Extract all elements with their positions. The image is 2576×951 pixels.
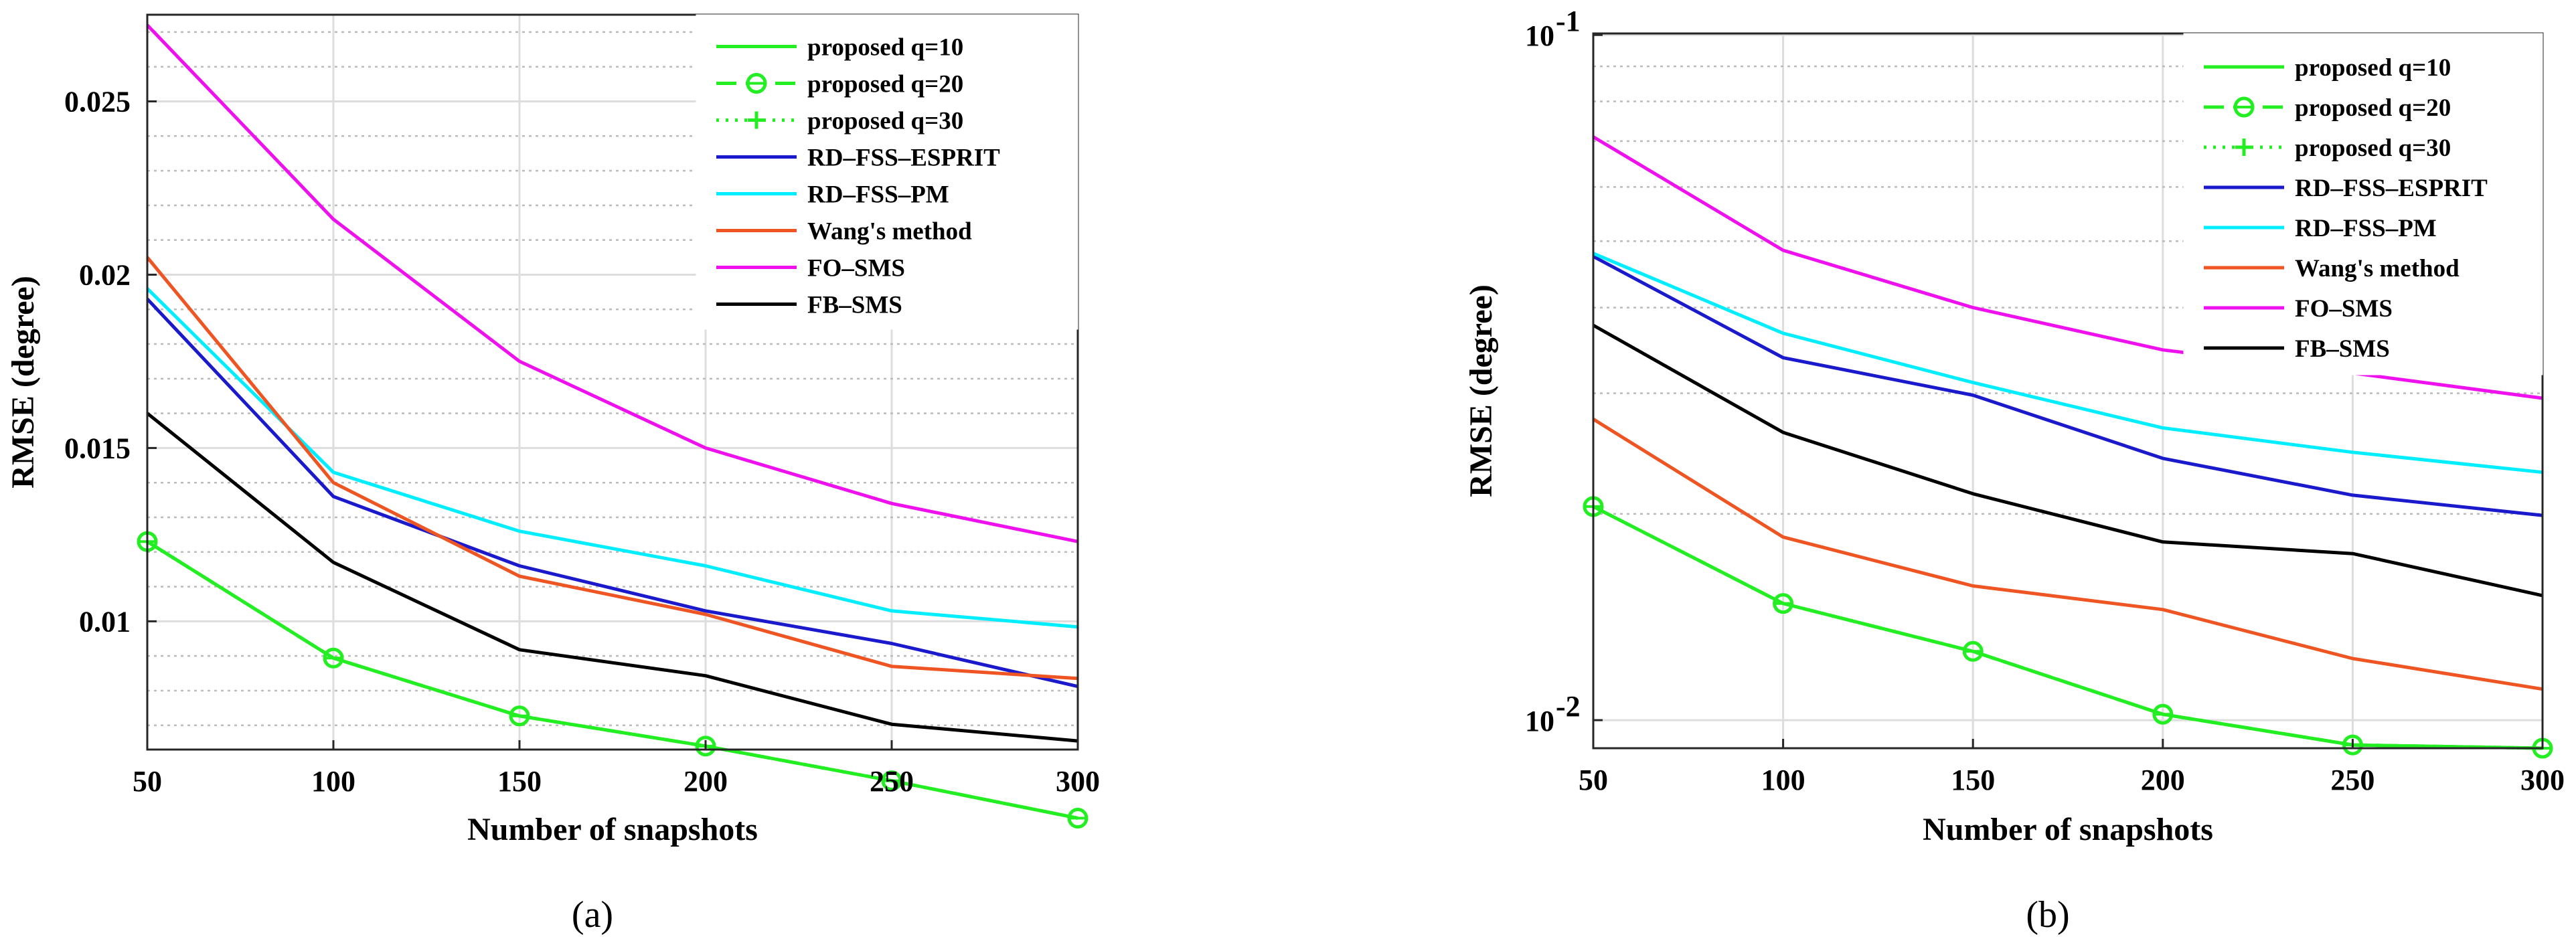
legend-label-8: FB–SMS [2295, 335, 2390, 363]
y-tick-label: 0.01 [79, 605, 131, 638]
series-line-8 [1592, 323, 2543, 598]
x-tick-label: 250 [870, 765, 914, 798]
legend-label-3: proposed q=30 [807, 108, 963, 135]
legend-label-5: RD–FSS–PM [807, 181, 949, 209]
y-axis-label: RMSE (degree) [5, 276, 41, 489]
series-line-6 [1592, 418, 2543, 691]
legend-label-8: FB–SMS [807, 292, 902, 319]
x-tick-label: 100 [1761, 764, 1805, 796]
legend-label-4: RD–FSS–ESPRIT [2295, 175, 2488, 202]
legend-box [2183, 33, 2543, 375]
x-tick-label: 100 [311, 765, 355, 798]
legend-box [696, 14, 1078, 330]
legend-label-6: Wang's method [2295, 255, 2460, 282]
legend-label-1: proposed q=10 [2295, 54, 2451, 82]
chart-panel-1: 50 100 150 200 250 300 0.01 0.015 0.02 0.025 Numbe… [5, 13, 1100, 936]
panel-label: (b) [2026, 894, 2069, 936]
series-line-2 [1592, 505, 2543, 750]
legend: proposed q=10 proposed q=20 proposed q=30 R… [2183, 33, 2543, 375]
panel-label: (a) [572, 894, 613, 936]
x-tick-label: 50 [1579, 764, 1608, 796]
y-tick-label: 0.015 [64, 432, 131, 464]
x-tick-label: 200 [2141, 764, 2185, 796]
series-line-3 [146, 540, 1078, 820]
x-tick-label: 300 [1056, 765, 1100, 798]
series-line-5 [1593, 252, 2543, 474]
y-axis-label: RMSE (degree) [1463, 284, 1499, 497]
x-tick-label: 250 [2330, 764, 2374, 796]
legend-label-6: Wang's method [807, 218, 972, 246]
legend-label-7: FO–SMS [807, 255, 905, 282]
x-tick-label: 50 [133, 765, 162, 798]
x-axis-label: Number of snapshots [467, 812, 758, 847]
y-tick-exponent: -2 [1556, 690, 1581, 723]
legend-label-1: proposed q=10 [807, 34, 963, 62]
series-line-7 [146, 23, 1078, 543]
x-tick-label: 150 [497, 765, 542, 798]
y-tick-exponent: -1 [1556, 5, 1581, 37]
legend-label-2: proposed q=20 [807, 71, 963, 98]
x-tick-label: 300 [2520, 764, 2565, 796]
legend-label-2: proposed q=20 [2295, 94, 2451, 122]
series-line-7 [1592, 135, 2543, 400]
series-line-6 [146, 256, 1078, 681]
legend: proposed q=10 proposed q=20 proposed q=30 R… [696, 14, 1078, 330]
legend-label-7: FO–SMS [2295, 295, 2393, 323]
series-line-4 [146, 297, 1078, 689]
series-line-8 [146, 412, 1078, 743]
x-tick-label: 150 [1951, 764, 1995, 796]
y-tick-label: 10 [1525, 705, 1554, 738]
x-tick-label: 200 [683, 765, 728, 798]
legend-label-5: RD–FSS–PM [2295, 215, 2437, 242]
x-axis-label: Number of snapshots [1923, 812, 2213, 847]
legend-label-4: RD–FSS–ESPRIT [807, 145, 1000, 172]
y-tick-label: 0.025 [64, 85, 131, 118]
series-line-5 [146, 287, 1078, 629]
series-line-4 [1592, 254, 2543, 517]
y-tick-label: 0.02 [79, 258, 131, 291]
legend-label-3: proposed q=30 [2295, 135, 2451, 162]
axes-frame [1592, 32, 2544, 750]
axes-frame [146, 13, 1079, 751]
y-tick-label: 10 [1525, 19, 1554, 52]
